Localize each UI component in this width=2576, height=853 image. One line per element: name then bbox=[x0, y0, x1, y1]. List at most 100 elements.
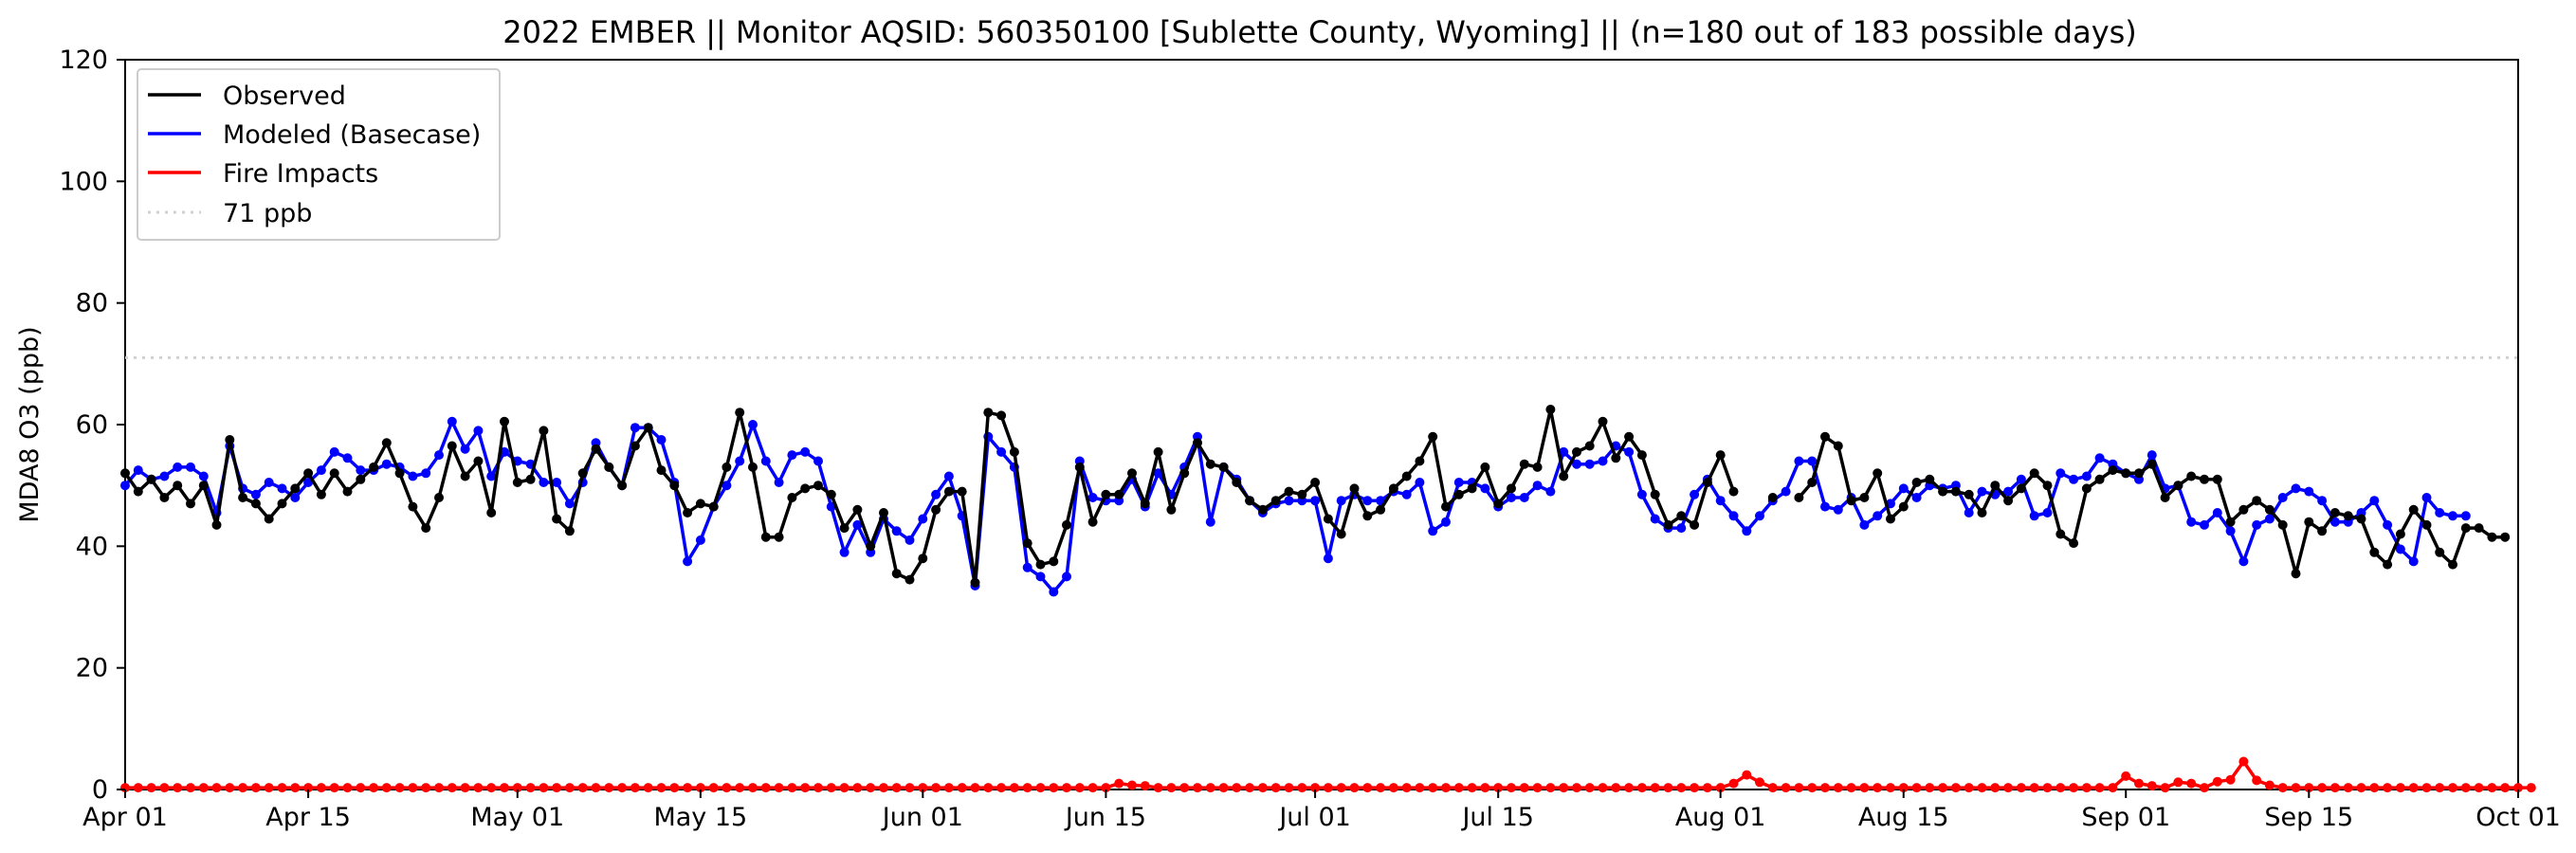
x-tick-label: May 15 bbox=[653, 803, 747, 832]
data-point-modeled bbox=[447, 416, 457, 426]
data-point-fire bbox=[133, 783, 143, 793]
data-point-fire bbox=[957, 783, 967, 793]
data-point-modeled bbox=[1584, 459, 1595, 469]
data-point-modeled bbox=[356, 465, 366, 476]
data-point-fire bbox=[1925, 783, 1935, 793]
data-point-modeled bbox=[186, 462, 195, 472]
data-point-observed bbox=[2395, 529, 2405, 539]
data-point-observed bbox=[1833, 441, 1843, 451]
data-point-fire bbox=[1140, 781, 1150, 791]
data-point-modeled bbox=[2225, 526, 2236, 536]
data-point-modeled bbox=[1087, 493, 1098, 502]
data-point-fire bbox=[408, 783, 418, 793]
data-point-observed bbox=[1022, 538, 1032, 549]
data-point-fire bbox=[486, 783, 497, 793]
legend-label-modeled: Modeled (Basecase) bbox=[223, 120, 481, 150]
data-point-observed bbox=[2356, 514, 2366, 524]
data-point-fire bbox=[1453, 783, 1464, 793]
data-point-modeled bbox=[120, 481, 130, 491]
data-point-fire bbox=[1676, 783, 1687, 793]
legend: Observed Modeled (Basecase) Fire Impacts… bbox=[137, 68, 501, 241]
data-point-modeled bbox=[735, 456, 745, 466]
data-point-observed bbox=[225, 435, 235, 445]
data-point-observed bbox=[1886, 514, 1895, 524]
data-point-fire bbox=[2173, 777, 2183, 788]
data-point-observed bbox=[1964, 489, 1974, 499]
data-point-modeled bbox=[460, 444, 470, 454]
data-point-modeled bbox=[1022, 562, 1032, 572]
data-point-fire bbox=[539, 783, 549, 793]
data-point-observed bbox=[1388, 483, 1398, 494]
data-point-fire bbox=[2317, 783, 2328, 793]
data-point-modeled bbox=[1519, 493, 1529, 502]
x-tick-label: Sep 15 bbox=[2264, 803, 2353, 832]
data-point-modeled bbox=[2448, 511, 2457, 521]
data-point-modeled bbox=[1820, 501, 1830, 512]
data-point-observed bbox=[2383, 559, 2393, 570]
data-point-observed bbox=[447, 441, 457, 451]
data-point-modeled bbox=[1507, 493, 1516, 502]
data-point-modeled bbox=[839, 547, 850, 557]
data-point-fire bbox=[2343, 783, 2353, 793]
data-point-fire bbox=[2225, 774, 2236, 785]
data-point-observed bbox=[120, 468, 130, 479]
x-tick-label: May 01 bbox=[470, 803, 564, 832]
plot-area bbox=[120, 59, 2536, 793]
chart-title: 2022 EMBER || Monitor AQSID: 560350100 [… bbox=[502, 14, 2137, 50]
data-point-observed bbox=[1532, 462, 1543, 472]
data-point-modeled bbox=[2408, 556, 2419, 567]
data-point-fire bbox=[1807, 783, 1818, 793]
data-point-observed bbox=[748, 462, 758, 472]
data-point-observed bbox=[1232, 478, 1242, 487]
data-point-fire bbox=[342, 783, 353, 793]
data-point-observed bbox=[879, 508, 888, 517]
data-point-fire bbox=[800, 783, 811, 793]
data-point-modeled bbox=[1676, 523, 1687, 534]
data-point-modeled bbox=[1898, 483, 1909, 494]
data-point-fire bbox=[2069, 783, 2079, 793]
data-point-observed bbox=[695, 499, 705, 509]
data-point-fire bbox=[2500, 783, 2511, 793]
data-point-observed bbox=[2238, 504, 2249, 515]
data-point-observed bbox=[1270, 496, 1281, 506]
data-point-observed bbox=[760, 532, 771, 542]
data-point-fire bbox=[1166, 783, 1177, 793]
data-point-observed bbox=[290, 483, 301, 494]
data-point-observed bbox=[2264, 504, 2275, 515]
data-point-fire bbox=[708, 783, 719, 793]
data-point-observed bbox=[2252, 496, 2262, 506]
data-point-fire bbox=[1728, 778, 1739, 789]
data-point-modeled bbox=[2421, 493, 2432, 502]
data-point-observed bbox=[2291, 569, 2301, 579]
data-point-observed bbox=[1990, 481, 2001, 491]
data-point-observed bbox=[1257, 504, 1268, 515]
data-point-observed bbox=[839, 523, 850, 534]
data-point-fire bbox=[250, 783, 261, 793]
data-point-fire bbox=[421, 783, 431, 793]
data-point-modeled bbox=[2016, 474, 2026, 484]
data-point-fire bbox=[683, 783, 693, 793]
data-point-fire bbox=[2487, 783, 2497, 793]
x-tick-label: Jul 01 bbox=[1277, 803, 1351, 832]
data-point-modeled bbox=[943, 471, 954, 481]
data-point-fire bbox=[1886, 783, 1895, 793]
data-point-fire bbox=[1964, 783, 1974, 793]
data-point-observed bbox=[525, 474, 536, 484]
data-point-observed bbox=[2200, 474, 2209, 484]
data-point-observed bbox=[1087, 517, 1098, 527]
data-point-fire bbox=[2421, 783, 2432, 793]
data-point-observed bbox=[630, 441, 640, 451]
data-point-observed bbox=[2487, 532, 2497, 542]
data-point-observed bbox=[408, 501, 418, 512]
data-point-observed bbox=[1362, 511, 1373, 521]
data-point-observed bbox=[159, 493, 170, 502]
data-point-fire bbox=[173, 783, 183, 793]
data-point-fire bbox=[1977, 783, 1987, 793]
data-point-fire bbox=[1218, 783, 1229, 793]
series-layer bbox=[120, 405, 2536, 793]
data-point-modeled bbox=[1480, 483, 1490, 494]
data-point-fire bbox=[2408, 783, 2419, 793]
data-point-modeled bbox=[1441, 517, 1451, 527]
data-point-fire bbox=[447, 783, 457, 793]
data-point-modeled bbox=[250, 489, 261, 499]
